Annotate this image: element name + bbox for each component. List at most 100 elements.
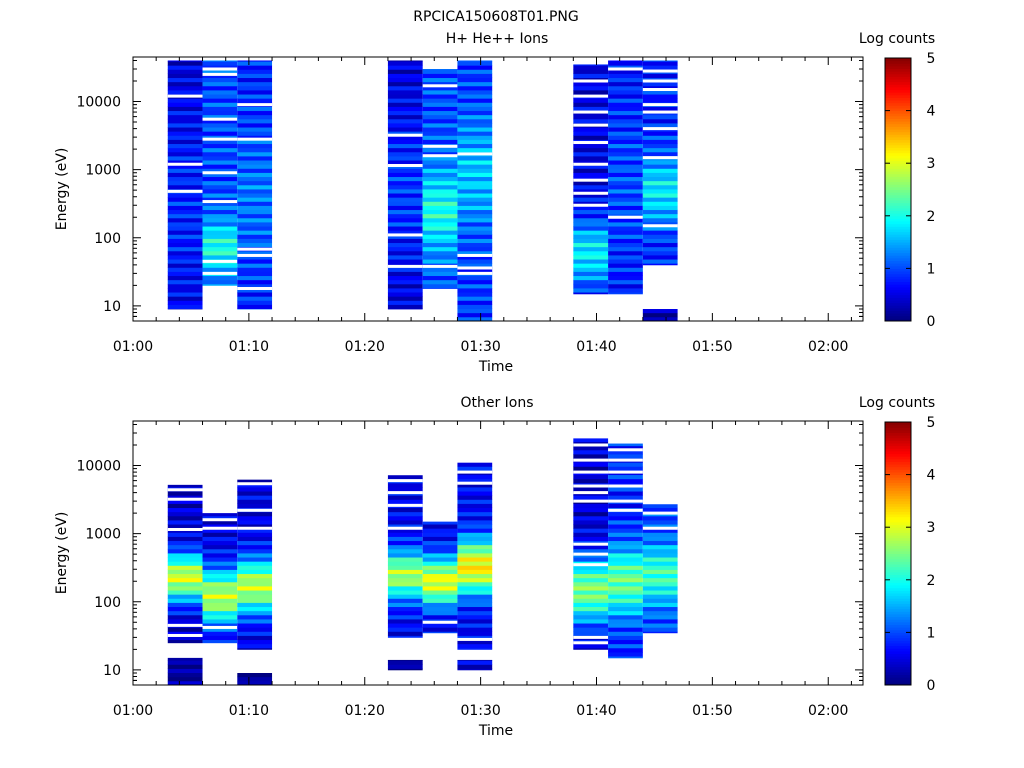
spectrogram-cell	[422, 114, 458, 120]
colorbar-segment	[885, 315, 911, 319]
spectrogram-cell	[608, 209, 643, 215]
spectrogram-cell	[387, 565, 423, 570]
colorbar-segment	[885, 658, 911, 662]
colorbar-segment	[885, 661, 911, 665]
spectrogram-cell	[387, 573, 423, 579]
spectrogram-cell	[202, 234, 238, 239]
colorbar-segment	[885, 564, 911, 568]
colorbar-segment	[885, 63, 911, 67]
spectrogram-cell	[642, 246, 678, 252]
colorbar-segment	[885, 435, 911, 439]
data-gap	[573, 484, 609, 488]
spectrogram-cell	[422, 577, 458, 583]
spectrogram-cell	[202, 176, 238, 182]
spectrogram-cell	[642, 544, 678, 550]
spectrogram-cell	[457, 90, 493, 95]
spectrogram-cell	[573, 222, 609, 227]
data-gap	[573, 491, 609, 495]
spectrogram-cell	[202, 147, 238, 153]
colorbar-segment	[885, 242, 911, 246]
data-gap	[573, 470, 609, 474]
spectrogram-cell	[457, 234, 493, 239]
spectrogram-cell	[608, 189, 643, 194]
spectrogram-cell	[237, 283, 273, 289]
spectrogram-cell	[202, 536, 238, 542]
spectrogram-cell	[387, 222, 423, 227]
spectrogram-cell	[237, 479, 273, 484]
spectrogram-cell	[167, 143, 203, 149]
spectrogram-cell	[573, 197, 609, 202]
spectrogram-cell	[573, 643, 609, 649]
spectrogram-cell	[457, 659, 493, 661]
data-gap	[202, 526, 238, 530]
data-gap	[422, 154, 458, 158]
spectrogram-cell	[167, 668, 203, 674]
spectrogram-cell	[167, 180, 203, 186]
spectrogram-cell	[237, 520, 273, 525]
colorbar-segment	[885, 495, 911, 499]
spectrogram-cell	[573, 487, 609, 492]
spectrogram-cell	[167, 283, 203, 289]
spectrogram-cell	[237, 680, 273, 686]
spectrogram-cell	[202, 81, 238, 87]
data-gap	[573, 499, 609, 503]
spectrogram-cell	[387, 85, 423, 91]
spectrogram-cell	[422, 594, 458, 599]
spectrogram-cell	[387, 168, 423, 173]
colorbar-segment	[885, 157, 911, 162]
colorbar-segment	[885, 123, 911, 127]
spectrogram-cell	[573, 524, 609, 529]
spectrogram-cell	[167, 172, 203, 178]
spectrogram-cell	[237, 577, 273, 583]
colorbar-segment	[885, 192, 911, 196]
spectrogram-cell	[642, 520, 678, 525]
spectrogram-cell	[642, 176, 678, 182]
spectrogram-cell	[573, 602, 609, 608]
colorbar-segment	[885, 590, 911, 594]
spectrogram-cell	[457, 627, 493, 632]
colorbar-segment	[885, 305, 911, 309]
data-gap	[387, 479, 423, 483]
spectrogram-cell	[422, 176, 458, 182]
spectrogram-cell	[608, 561, 643, 566]
spectrogram-cell	[387, 81, 423, 87]
spectrogram-cell	[387, 635, 423, 638]
spectrogram-cell	[202, 197, 238, 202]
spectrogram-cell	[642, 623, 678, 628]
spectrogram-cell	[608, 160, 643, 165]
spectrogram-cell	[422, 230, 458, 235]
colorbar-segment	[885, 424, 911, 428]
colorbar-segment	[885, 189, 911, 193]
spectrogram-cell	[608, 222, 643, 227]
colorbar-tick-label: 1	[927, 625, 936, 641]
spectrogram-cell	[457, 259, 493, 264]
spectrogram-cell	[387, 304, 423, 310]
colorbar-segment	[885, 65, 911, 70]
spectrogram-cell	[167, 69, 203, 74]
spectrogram-cell	[608, 544, 643, 550]
colorbar-tick-label: 4	[927, 104, 936, 120]
colorbar-segment	[885, 461, 911, 465]
spectrogram-cell	[202, 217, 238, 223]
spectrogram-cell	[608, 619, 643, 624]
spectrogram-cell	[202, 586, 238, 591]
spectrogram-cell	[202, 193, 238, 198]
spectrogram-cell	[167, 594, 203, 599]
colorbar-segment	[885, 624, 911, 628]
spectrogram-cell	[237, 561, 273, 566]
spectrogram-cell	[573, 586, 609, 591]
spectrogram-cell	[457, 123, 493, 128]
spectrogram-cell	[167, 602, 203, 608]
colorbar: 0 1 2 3 4 5	[884, 51, 936, 330]
colorbar-segment	[885, 582, 911, 586]
spectrogram-cell	[202, 532, 238, 537]
spectrogram-cell	[608, 172, 643, 178]
spectrogram-cell	[642, 598, 678, 603]
spectrogram-cell	[387, 172, 423, 178]
spectrogram-cell	[457, 565, 493, 570]
spectrogram-cell	[422, 279, 458, 285]
spectrogram-cell	[573, 438, 609, 443]
spectrogram-cell	[642, 201, 678, 206]
spectrogram-cell	[642, 309, 678, 314]
spectrogram-cell	[167, 118, 203, 124]
